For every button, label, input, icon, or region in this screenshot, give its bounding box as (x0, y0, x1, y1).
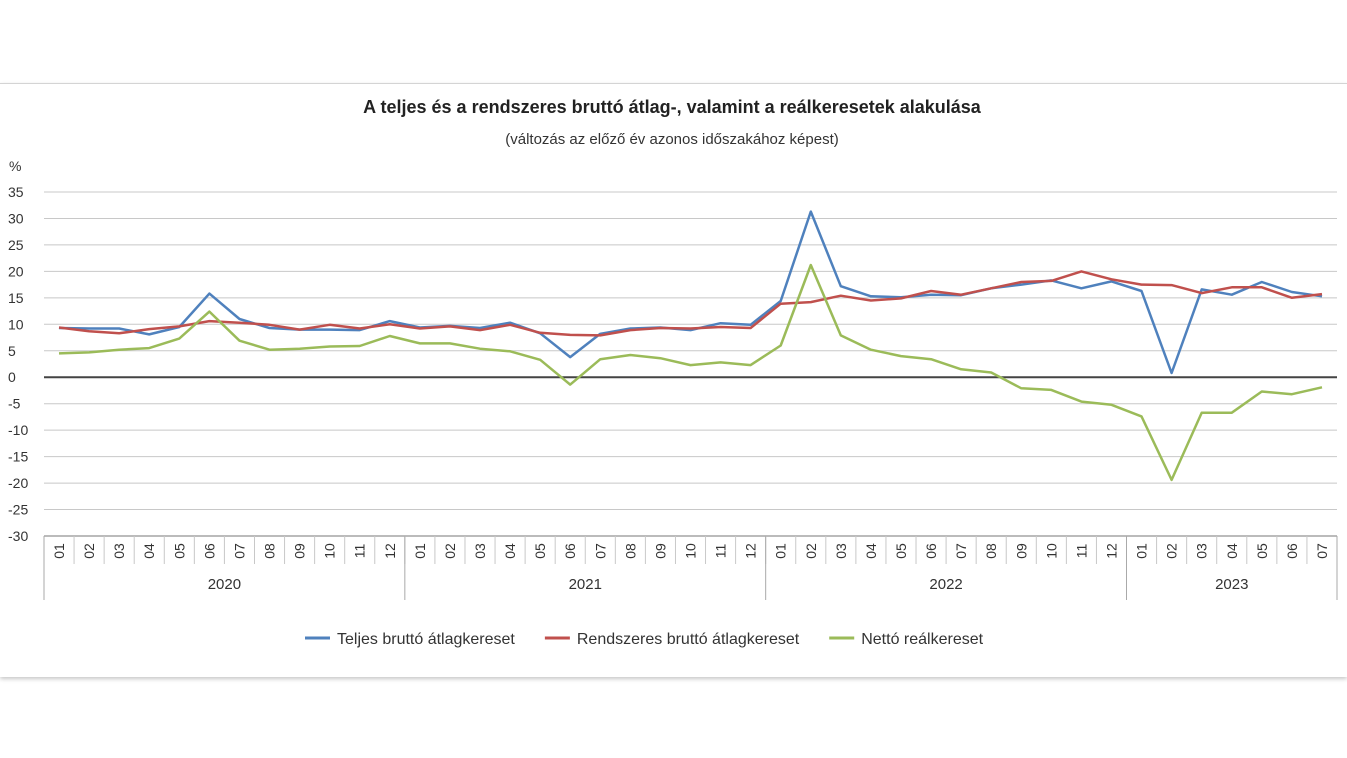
gridlines (44, 191, 1337, 511)
x-tick-label: 01 (773, 543, 789, 559)
series-line-2 (58, 270, 1323, 337)
x-tick-label: 03 (111, 543, 127, 559)
y-tick-label: 20 (8, 263, 24, 279)
legend-label: Rendszeres bruttó átlagkereset (577, 631, 800, 648)
x-tick-label: 11 (713, 544, 729, 559)
year-label: 2023 (1215, 576, 1248, 593)
year-label: 2020 (208, 576, 241, 593)
x-tick-label: 10 (1043, 543, 1059, 559)
x-tick-label: 05 (1254, 543, 1270, 559)
y-tick-label: 15 (8, 290, 24, 306)
y-tick-label: -25 (8, 502, 28, 518)
x-tick-label: 05 (171, 543, 187, 559)
x-axis: 01 02 03 04 05 06 07 08 09 10 11 12 01 02 03 04 05 06 07 08… (43, 535, 1338, 600)
x-tick-label: 08 (622, 543, 638, 559)
y-tick-label: -20 (8, 475, 28, 491)
x-tick-label: 12 (382, 543, 398, 559)
series-line-1 (58, 210, 1323, 375)
x-tick-label: 01 (1134, 543, 1150, 559)
x-tick-label: 03 (472, 543, 488, 559)
y-tick-label: 25 (8, 237, 24, 253)
x-tick-label: 04 (1224, 543, 1240, 559)
x-tick-label: 09 (292, 543, 308, 559)
y-tick-label: 10 (8, 316, 24, 332)
y-tick-label: 30 (8, 210, 24, 226)
x-tick-label: 05 (893, 543, 909, 559)
x-tick-label: 03 (833, 543, 849, 559)
y-tick-label: 0 (8, 369, 16, 385)
y-axis-ticks: 35 30 25 20 15 10 5 0 -5 -10 -15 -20 -25 -30 (8, 184, 28, 544)
x-tick-label: 03 (1194, 543, 1210, 559)
chart-panel: A teljes és a rendszeres bruttó átlag-, … (0, 83, 1347, 677)
x-tick-label: 04 (863, 543, 879, 559)
x-tick-label: 11 (1073, 544, 1089, 559)
chart-title: A teljes és a rendszeres bruttó átlag-, … (363, 97, 982, 117)
x-tick-label: 07 (1314, 543, 1330, 559)
x-tick-label: 07 (231, 543, 247, 559)
y-tick-label: -10 (8, 422, 28, 438)
y-tick-label: -5 (8, 396, 21, 412)
x-tick-label: 10 (322, 543, 338, 559)
x-tick-label: 06 (923, 543, 939, 559)
y-tick-label: -15 (8, 449, 28, 465)
legend-label: Nettó reálkereset (861, 631, 983, 648)
x-tick-label: 08 (262, 543, 278, 559)
x-tick-label: 07 (592, 543, 608, 559)
y-tick-label: 5 (8, 343, 16, 359)
y-axis-unit-label: % (9, 158, 21, 174)
x-tick-label: 02 (803, 543, 819, 559)
x-tick-label: 05 (532, 543, 548, 559)
x-tick-label: 12 (743, 543, 759, 559)
y-tick-label: 35 (8, 184, 24, 200)
legend: Teljes bruttó átlagkereset Rendszeres bru… (305, 631, 984, 648)
x-tick-label: 06 (1284, 543, 1300, 559)
x-tick-label: 08 (983, 543, 999, 559)
x-tick-label: 12 (1103, 543, 1119, 559)
x-tick-label: 01 (412, 543, 428, 559)
x-tick-label: 09 (652, 543, 668, 559)
legend-label: Teljes bruttó átlagkereset (337, 631, 515, 648)
x-tick-label: 01 (51, 543, 67, 559)
x-tick-label: 11 (352, 544, 368, 559)
x-tick-label: 02 (1164, 543, 1180, 559)
year-label: 2021 (569, 576, 602, 593)
chart-canvas: A teljes és a rendszeres bruttó átlag-, … (8, 97, 1338, 648)
x-tick-label: 06 (562, 543, 578, 559)
chart-subtitle: (változás az előző év azonos időszakához… (505, 131, 839, 148)
series-line-3 (58, 263, 1323, 482)
series-lines (58, 210, 1323, 482)
x-tick-label: 09 (1013, 543, 1029, 559)
x-tick-label: 04 (502, 543, 518, 559)
x-tick-label: 06 (201, 543, 217, 559)
x-tick-label: 10 (683, 543, 699, 559)
x-tick-label: 04 (141, 543, 157, 559)
x-tick-label: 07 (953, 543, 969, 559)
x-tick-label: 02 (442, 543, 458, 559)
y-tick-label: -30 (8, 528, 28, 544)
x-tick-label: 02 (81, 543, 97, 559)
year-label: 2022 (929, 576, 962, 593)
